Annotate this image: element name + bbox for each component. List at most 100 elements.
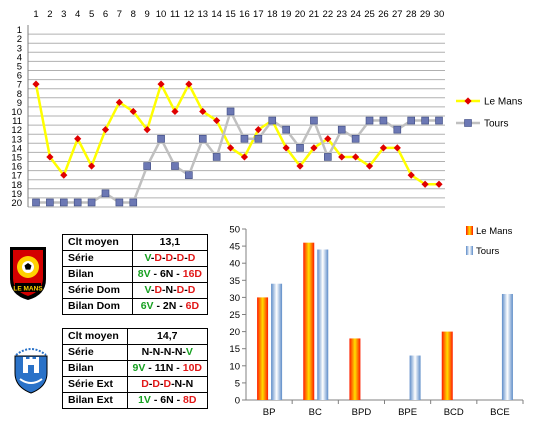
stats-value-part: 6D	[185, 300, 200, 312]
x-tick-label: 20	[295, 9, 306, 20]
data-point	[115, 98, 123, 106]
stats-value-part: - 11N -	[145, 362, 183, 374]
data-point	[296, 162, 304, 170]
x-tick-label: BC	[309, 407, 322, 418]
series-line-le-mans	[34, 80, 439, 186]
y-tick-label: 30	[229, 293, 240, 304]
data-point	[185, 80, 193, 88]
data-point	[59, 198, 68, 207]
legend-label: Le Mans	[476, 226, 513, 237]
stats-row: Série V-D-D-D-D	[62, 250, 209, 267]
data-point	[435, 180, 443, 188]
data-point	[407, 171, 415, 179]
tours-logo	[14, 348, 48, 394]
le-mans-stats-table: Clt moyen 13,1 Série V-D-D-D-D Bilan 8V - 6N …	[62, 234, 209, 315]
stats-label: Série Dom	[62, 282, 133, 299]
x-tick-label: 5	[89, 9, 94, 20]
stats-value-part: -	[162, 252, 166, 264]
x-tick-label: 7	[117, 9, 122, 20]
stats-value: 8V - 6N - 16D	[131, 266, 209, 283]
x-tick-label: BCE	[490, 407, 510, 418]
y-tick-label: 20	[229, 327, 240, 338]
data-point	[157, 80, 165, 88]
bar-le-mans	[349, 338, 361, 400]
stats-value-part: 13,1	[159, 236, 181, 248]
stats-value-part: -N-	[162, 284, 177, 296]
stats-value: N-N-N-N-V	[126, 344, 209, 361]
stats-value-part: 1V	[138, 394, 151, 406]
x-tick-label: 4	[75, 9, 80, 20]
data-point	[240, 134, 249, 143]
y-tick-label: 1	[17, 25, 22, 36]
stats-row: Bilan Ext 1V - 6N - 8D	[62, 392, 209, 409]
data-point	[282, 125, 290, 134]
x-tick-label: 12	[184, 9, 195, 20]
data-point	[213, 116, 221, 125]
x-tick-label: 8	[131, 9, 136, 20]
x-tick-label: BPD	[352, 407, 372, 418]
data-point	[199, 107, 207, 116]
stats-label: Clt moyen	[62, 234, 133, 251]
stats-value: V-D-D-D-D	[131, 250, 209, 267]
stats-value: D-D-D-N-N	[126, 376, 209, 393]
data-point	[268, 116, 277, 125]
stats-row: Clt moyen 13,1	[62, 234, 209, 251]
bar-le-mans	[257, 297, 269, 400]
stats-row: Bilan Dom 6V - 2N - 6D	[62, 298, 209, 315]
stats-label: Clt moyen	[62, 328, 128, 345]
data-point	[338, 153, 346, 161]
x-tick-label: 9	[145, 9, 150, 20]
stats-label: Bilan Dom	[62, 298, 133, 315]
x-tick-label: BP	[263, 407, 276, 418]
stats-value-part: D	[165, 252, 174, 264]
bar-tours	[409, 355, 421, 400]
stats-value: V-D-N-D-D	[131, 282, 209, 299]
y-tick-label: 3	[17, 43, 22, 54]
data-point	[324, 135, 332, 143]
data-point	[212, 153, 221, 161]
x-tick-label: 17	[253, 9, 264, 20]
x-tick-label: 13	[197, 9, 208, 20]
y-tick-label: 4	[17, 52, 22, 63]
stats-value-part: D	[154, 284, 163, 296]
y-tick-label: 16	[11, 162, 22, 173]
data-point	[143, 126, 151, 134]
data-point	[393, 144, 401, 152]
stats-label: Série	[62, 344, 128, 361]
legend-marker	[464, 97, 472, 105]
data-point	[157, 134, 165, 143]
data-point	[185, 171, 193, 179]
data-point	[254, 126, 262, 134]
x-tick-label: 15	[225, 9, 236, 20]
data-point	[296, 144, 304, 152]
data-point	[421, 180, 429, 188]
stats-value: 1V - 6N - 8D	[126, 392, 209, 409]
x-tick-label: 1	[33, 9, 38, 20]
y-tick-label: 13	[11, 134, 22, 145]
stats-value-part: -	[184, 284, 188, 296]
data-point	[407, 116, 416, 125]
x-tick-label: 25	[364, 9, 375, 20]
x-tick-label: BPE	[398, 407, 417, 418]
x-tick-label: 27	[392, 9, 403, 20]
stats-value-part: N-N-N-N-	[141, 346, 186, 358]
x-tick-label: 6	[103, 9, 108, 20]
le-mans-logo: LE MANS	[10, 247, 46, 300]
stats-value-part: 8D	[183, 394, 197, 406]
stats-label: Série	[62, 250, 133, 267]
stats-row: Série Dom V-D-N-D-D	[62, 282, 209, 299]
data-point	[310, 144, 318, 152]
x-tick-label: 21	[309, 9, 320, 20]
y-tick-label: 45	[229, 242, 240, 253]
x-tick-label: 30	[434, 9, 445, 20]
legend-label: Tours	[476, 246, 499, 257]
data-point	[129, 198, 138, 207]
data-point	[87, 198, 96, 207]
data-point	[365, 162, 374, 170]
stats-row: Série Ext D-D-D-N-N	[62, 376, 209, 393]
stats-value-part: 16D	[182, 268, 202, 280]
data-point	[32, 198, 40, 207]
stats-value-part: D	[187, 252, 196, 264]
